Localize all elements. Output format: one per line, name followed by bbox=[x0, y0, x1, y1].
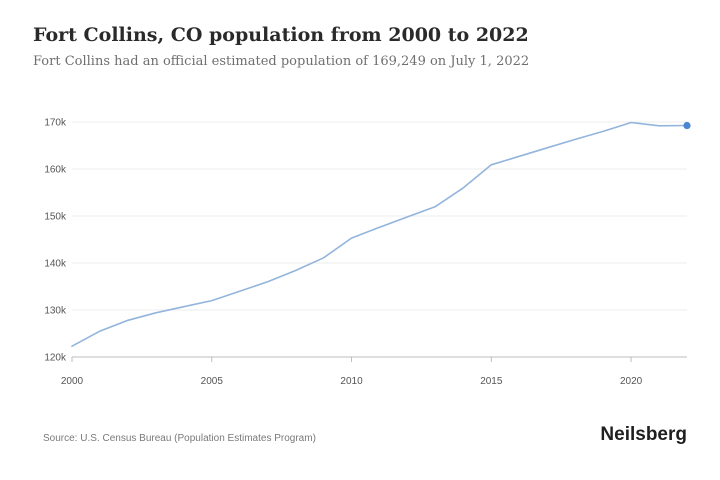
x-axis-tick-labels: 2000 2005 2010 2015 2020 bbox=[61, 376, 643, 387]
y-tick-label: 120k bbox=[44, 353, 67, 364]
series-layer bbox=[71, 121, 691, 348]
chart-subtitle: Fort Collins had an official estimated p… bbox=[33, 54, 530, 69]
x-tick-label: 2005 bbox=[201, 376, 224, 387]
x-tick-label: 2000 bbox=[61, 376, 84, 387]
grid-lines bbox=[72, 121, 687, 311]
latest-value-marker[interactable] bbox=[683, 121, 691, 130]
population-series-line bbox=[71, 121, 688, 348]
y-axis-tick-labels: 120k 130k 140k 150k 160k 170k bbox=[44, 118, 67, 364]
y-tick-label: 130k bbox=[44, 306, 67, 317]
y-tick-label: 140k bbox=[44, 259, 67, 270]
brand-logo: Neilsberg bbox=[600, 424, 687, 445]
y-tick-label: 150k bbox=[44, 212, 67, 223]
chart-title: Fort Collins, CO population from 2000 to… bbox=[33, 24, 529, 46]
y-tick-label: 160k bbox=[44, 165, 67, 176]
x-tick-label: 2010 bbox=[340, 376, 363, 387]
axes bbox=[71, 356, 687, 362]
source-note: Source: U.S. Census Bureau (Population E… bbox=[43, 433, 316, 444]
x-tick-label: 2020 bbox=[620, 376, 643, 387]
x-tick-label: 2015 bbox=[480, 376, 503, 387]
y-tick-label: 170k bbox=[44, 118, 67, 129]
